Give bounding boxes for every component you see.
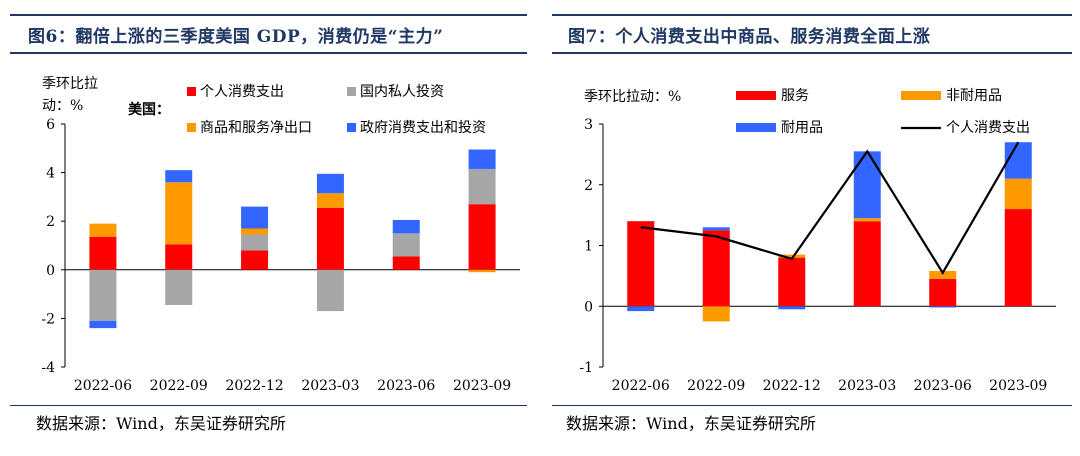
bar-3-2022-06 (89, 223, 117, 237)
bar-1-2023-09 (468, 204, 496, 270)
bar-2-2023-06 (392, 233, 420, 257)
bar-3-2022-06 (627, 306, 655, 312)
bar-2-2022-09 (165, 269, 193, 306)
bar-4-2023-06 (392, 219, 420, 234)
bar-3-2023-09 (1004, 142, 1032, 179)
y-tick-label: -4 (41, 360, 55, 376)
bar-1-2022-12 (241, 250, 269, 270)
y-tick-label: 2 (46, 214, 55, 230)
bar-3-2023-06 (929, 306, 957, 308)
bar-2-2022-09 (702, 306, 730, 322)
y-axis-label-line1: 季环比拉 (42, 76, 98, 92)
bar-1-2023-03 (316, 207, 344, 270)
y-tick-label: -1 (579, 360, 593, 376)
legend-swatch-3 (736, 123, 776, 132)
y-tick-label: 6 (46, 117, 55, 133)
bar-4-2022-06 (89, 320, 117, 329)
legend-label-2: 非耐用品 (946, 88, 1002, 104)
line-series-personal-consumption (640, 141, 1020, 275)
y-tick-label: 2 (584, 178, 593, 194)
y-axis-label: 季环比拉动：% (584, 89, 681, 105)
x-tick-label: 2023-09 (453, 378, 511, 394)
bar-2-2023-03 (853, 218, 881, 222)
bar-3-2022-12 (241, 228, 269, 235)
panel1-bottom-rule (10, 405, 527, 406)
bar-1-2023-06 (392, 256, 420, 270)
bar-4-2023-09 (468, 149, 496, 169)
x-tick-label: 2023-03 (838, 378, 896, 394)
bar-1-2023-03 (853, 221, 881, 307)
legend-label-4: 政府消费支出和投资 (360, 120, 486, 136)
legend-label-3: 耐用品 (781, 120, 823, 136)
y-tick-label: 0 (46, 263, 55, 279)
bar-1-2022-12 (778, 257, 806, 307)
y-tick-label: 3 (584, 117, 593, 133)
y-tick-label: 0 (584, 299, 593, 315)
panel1-source: 数据来源：Wind，东吴证券研究所 (36, 414, 286, 433)
bar-1-2022-09 (702, 230, 730, 307)
chart-us-gdp-contribution: -4 -2 0 2 4 6 2022-06 2022-09 2022-12 2023-03 2023… (41, 76, 520, 394)
legend-swatch-1 (187, 87, 196, 96)
panel1-top-rule (10, 14, 527, 16)
y-axis-label-line2: 动：% (42, 98, 83, 114)
panel2-source: 数据来源：Wind，东吴证券研究所 (566, 414, 816, 433)
bar-1-2022-06 (89, 236, 117, 270)
y-tick-label: 4 (46, 166, 55, 182)
x-tick-label: 2022-12 (225, 378, 283, 394)
bar-3-2022-09 (702, 227, 730, 231)
x-tick-label: 2022-12 (763, 378, 821, 394)
legend-line-label: 个人消费支出 (946, 120, 1030, 136)
legend-label-1: 服务 (781, 88, 809, 104)
x-tick-label: 2022-09 (687, 378, 745, 394)
bar-3-2022-09 (165, 182, 193, 245)
y-tick-label: 1 (584, 239, 593, 255)
x-tick-label: 2022-09 (150, 378, 208, 394)
x-tick-label: 2023-06 (377, 378, 435, 394)
legend-swatch-2 (347, 87, 356, 96)
panel2-top-rule (552, 14, 1072, 16)
x-tick-label: 2023-03 (301, 378, 359, 394)
bar-1-2023-06 (929, 278, 957, 307)
legend-prefix: 美国： (128, 101, 170, 118)
legend-swatch-4 (347, 123, 356, 132)
legend-label-2: 国内私人投资 (360, 84, 444, 100)
bar-1-2022-09 (165, 244, 193, 270)
bar-1-2023-09 (1004, 209, 1032, 307)
chart-consumption-breakdown: -1 0 1 2 3 2022-06 2022-09 2022-12 2023-03 2023-0… (579, 88, 1056, 394)
bar-2-2023-06 (929, 271, 957, 279)
bar-2-2022-06 (89, 269, 117, 321)
bar-2-2022-12 (778, 254, 806, 258)
legend-label-1: 个人消费支出 (200, 84, 284, 100)
bar-4-2022-09 (165, 170, 193, 183)
legend-swatch-1 (736, 91, 776, 100)
bar-3-2022-12 (778, 306, 806, 310)
bar-1-2022-06 (627, 221, 655, 307)
bar-4-2022-12 (241, 206, 269, 229)
panel1-title: 图6：翻倍上涨的三季度美国 GDP，消费仍是“主力” (28, 27, 444, 47)
bar-3-2023-03 (853, 151, 881, 219)
x-tick-label: 2023-06 (914, 378, 972, 394)
bar-2-2022-12 (241, 234, 269, 251)
bar-2-2023-09 (1004, 178, 1032, 210)
legend-swatch-2 (901, 91, 941, 100)
x-tick-label: 2022-06 (612, 378, 670, 394)
legend-label-3: 商品和服务净出口 (200, 120, 312, 136)
bar-3-2023-09 (468, 269, 496, 273)
x-tick-label: 2023-09 (989, 378, 1047, 394)
x-tick-label: 2022-06 (74, 378, 132, 394)
bar-3-2023-03 (316, 193, 344, 208)
panel1-title-rule (10, 52, 527, 54)
panel2-title-rule (552, 52, 1072, 54)
y-tick-label: -2 (41, 311, 55, 327)
bar-4-2023-03 (316, 173, 344, 194)
bar-2-2023-03 (316, 269, 344, 312)
panel2-bottom-rule (552, 405, 1072, 406)
legend-swatch-3 (187, 123, 196, 132)
bar-2-2023-09 (468, 168, 496, 205)
panel2-title: 图7：个人消费支出中商品、服务消费全面上涨 (568, 27, 931, 47)
